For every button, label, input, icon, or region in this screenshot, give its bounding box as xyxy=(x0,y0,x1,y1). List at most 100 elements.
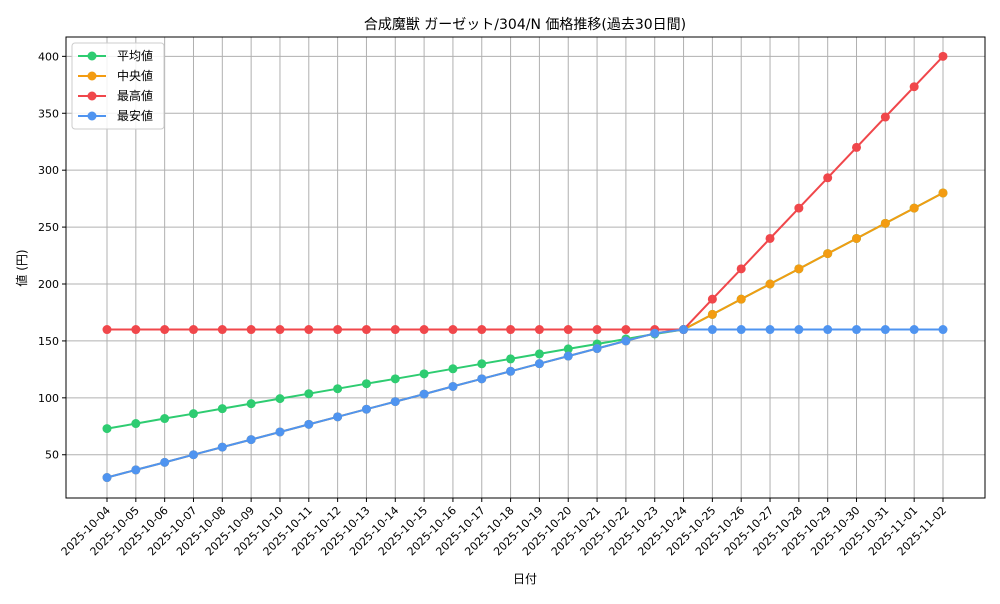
data-point xyxy=(477,359,487,369)
data-point xyxy=(736,264,746,274)
legend-label: 最安値 xyxy=(117,108,153,123)
data-point xyxy=(506,325,516,335)
y-tick-label: 250 xyxy=(38,221,59,234)
data-point xyxy=(794,264,804,274)
data-point xyxy=(419,369,429,379)
data-point xyxy=(707,325,717,335)
data-point xyxy=(592,325,602,335)
data-point xyxy=(909,203,919,213)
y-tick-label: 50 xyxy=(45,449,59,462)
data-point xyxy=(390,325,400,335)
data-point xyxy=(217,404,227,414)
data-point xyxy=(823,249,833,259)
data-point xyxy=(938,188,948,198)
data-point xyxy=(679,325,689,335)
data-point xyxy=(333,412,343,422)
data-point xyxy=(361,325,371,335)
data-point xyxy=(102,325,112,335)
data-point xyxy=(794,203,804,213)
data-point xyxy=(160,414,170,424)
data-point xyxy=(477,325,487,335)
data-point xyxy=(563,325,573,335)
data-point xyxy=(448,381,458,391)
data-point xyxy=(823,173,833,183)
data-point xyxy=(448,364,458,374)
y-tick-label: 150 xyxy=(38,335,59,348)
series-line xyxy=(106,192,944,479)
data-point xyxy=(131,465,141,475)
series-layer xyxy=(102,51,948,483)
data-point xyxy=(275,427,285,437)
chart-title: 合成魔獣 ガーゼット/304/N 価格推移(過去30日間) xyxy=(364,17,686,33)
data-point xyxy=(304,419,314,429)
data-point xyxy=(188,325,198,335)
legend-label: 中央値 xyxy=(117,68,153,83)
data-point xyxy=(707,309,717,319)
legend-item: 最高値 xyxy=(78,88,153,103)
plot-frame xyxy=(65,36,986,499)
data-point xyxy=(419,325,429,335)
data-point xyxy=(736,325,746,335)
data-point xyxy=(361,404,371,414)
x-axis-label: 日付 xyxy=(513,572,537,586)
data-point xyxy=(880,112,890,122)
data-point xyxy=(765,279,775,289)
data-point xyxy=(880,325,890,335)
data-point xyxy=(188,450,198,460)
data-point xyxy=(592,344,602,354)
data-point xyxy=(650,328,660,338)
data-point xyxy=(909,82,919,92)
data-point xyxy=(765,233,775,243)
legend-marker xyxy=(87,111,97,121)
series-4 xyxy=(102,325,948,483)
y-tick-label: 100 xyxy=(38,392,59,405)
data-point xyxy=(217,442,227,452)
data-point xyxy=(938,325,948,335)
series-2 xyxy=(102,188,948,483)
legend-marker xyxy=(87,71,97,81)
data-point xyxy=(852,325,862,335)
legend-label: 平均値 xyxy=(117,48,153,63)
data-point xyxy=(333,384,343,394)
data-point xyxy=(275,325,285,335)
data-point xyxy=(188,409,198,419)
data-point xyxy=(880,218,890,228)
data-point xyxy=(333,325,343,335)
data-point xyxy=(448,325,458,335)
y-axis-label: 値 (円) xyxy=(14,249,29,286)
y-tick-label: 200 xyxy=(38,278,59,291)
y-tick-label: 350 xyxy=(38,107,59,120)
data-point xyxy=(390,397,400,407)
legend-label: 最高値 xyxy=(117,88,153,103)
data-point xyxy=(534,359,544,369)
data-point xyxy=(304,389,314,399)
legend-marker xyxy=(87,51,97,61)
data-point xyxy=(621,336,631,346)
data-point xyxy=(823,325,833,335)
y-axis: 50 100 150 200 250 300 350 400 xyxy=(38,50,66,462)
legend-item: 平均値 xyxy=(78,48,153,63)
legend-item: 最安値 xyxy=(78,108,153,123)
data-point xyxy=(563,344,573,354)
data-point xyxy=(621,325,631,335)
data-point xyxy=(361,379,371,389)
data-point xyxy=(852,233,862,243)
series-1 xyxy=(102,188,948,434)
grid xyxy=(66,37,985,498)
series-line xyxy=(106,192,944,430)
data-point xyxy=(794,325,804,335)
data-point xyxy=(131,325,141,335)
data-point xyxy=(506,354,516,364)
data-point xyxy=(304,325,314,335)
data-point xyxy=(707,294,717,304)
series-line xyxy=(107,55,944,331)
legend-box xyxy=(71,42,165,130)
data-point xyxy=(909,325,919,335)
data-point xyxy=(563,351,573,361)
data-point xyxy=(102,424,112,434)
y-tick-label: 400 xyxy=(38,50,59,63)
data-point xyxy=(736,294,746,304)
